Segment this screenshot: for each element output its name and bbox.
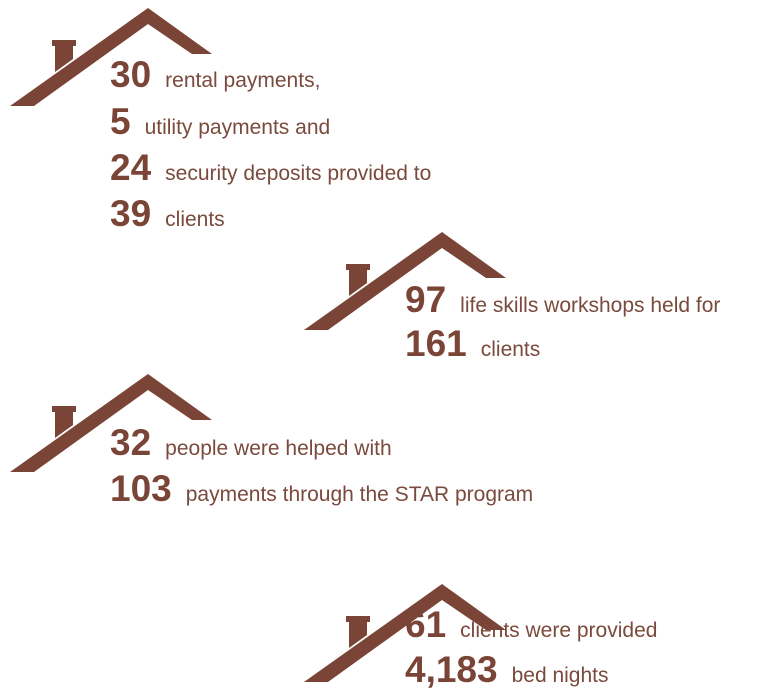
stat-line: 4,183 bed nights bbox=[405, 649, 609, 688]
stat-text: utility payments and bbox=[145, 116, 331, 139]
stat-line: 61 clients were provided bbox=[405, 604, 657, 645]
house-icon bbox=[304, 584, 506, 682]
house-icon bbox=[304, 232, 506, 330]
house-icon bbox=[10, 374, 212, 472]
roof bbox=[304, 584, 506, 682]
stat-number: 39 bbox=[110, 193, 151, 234]
chimney-cap bbox=[346, 616, 370, 622]
roof bbox=[304, 232, 506, 330]
stat-line: 97 life skills workshops held for bbox=[405, 279, 720, 320]
stat-line: 161 clients bbox=[405, 323, 540, 364]
chimney-cap bbox=[52, 40, 76, 46]
stat-number: 24 bbox=[110, 147, 152, 188]
stat-text: clients bbox=[481, 338, 541, 361]
stat-line: 39 clients bbox=[110, 193, 225, 234]
stat-number: 4,183 bbox=[405, 649, 498, 688]
stat-number: 161 bbox=[405, 323, 467, 364]
stat-text: life skills workshops held for bbox=[460, 294, 720, 317]
chimney bbox=[349, 270, 367, 296]
stat-number: 32 bbox=[110, 422, 151, 463]
stat-line: 24 security deposits provided to bbox=[110, 147, 431, 188]
stat-number: 97 bbox=[405, 279, 446, 320]
stat-line: 30 rental payments, bbox=[110, 54, 320, 95]
roof bbox=[10, 374, 212, 472]
stat-line: 103 payments through the STAR program bbox=[110, 468, 533, 509]
chimney bbox=[349, 622, 367, 648]
stat-text: security deposits provided to bbox=[165, 162, 431, 185]
stat-text: bed nights bbox=[512, 664, 609, 687]
stat-number: 5 bbox=[110, 101, 131, 142]
chimney bbox=[55, 412, 73, 438]
roof bbox=[10, 8, 212, 106]
house-icon bbox=[10, 8, 212, 106]
stat-text: payments through the STAR program bbox=[186, 483, 533, 506]
chimney-cap bbox=[52, 406, 76, 412]
chimney-cap bbox=[346, 264, 370, 270]
stat-text: rental payments, bbox=[165, 69, 320, 92]
stat-number: 103 bbox=[110, 468, 172, 509]
stat-text: clients bbox=[165, 208, 225, 231]
stat-text: people were helped with bbox=[165, 437, 392, 460]
stat-text: clients were provided bbox=[460, 619, 657, 642]
stat-number: 30 bbox=[110, 54, 151, 95]
chimney bbox=[55, 46, 73, 72]
stat-number: 61 bbox=[405, 604, 446, 645]
stat-line: 32 people were helped with bbox=[110, 422, 392, 463]
stat-line: 5 utility payments and bbox=[110, 101, 330, 142]
